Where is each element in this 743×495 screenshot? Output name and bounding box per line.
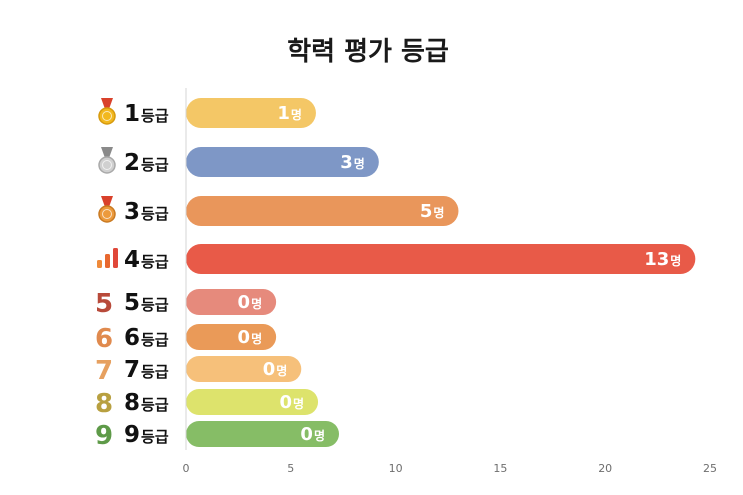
bar-label-grade-8: 0명	[279, 392, 304, 413]
x-tick-label: 0	[183, 462, 190, 475]
category-suffix: 등급	[141, 428, 169, 446]
bar-value: 0	[263, 359, 276, 380]
category-number: 8	[124, 390, 140, 416]
x-tick-label: 20	[598, 462, 612, 475]
numeral-icon-7: 7	[95, 356, 113, 386]
category-number: 7	[124, 357, 140, 383]
category-number: 1	[124, 101, 140, 127]
bar-grade-8	[186, 389, 319, 415]
bar-label-grade-6: 0명	[238, 327, 263, 348]
category-suffix: 등급	[141, 363, 169, 381]
bar-label-grade-3: 5명	[420, 201, 445, 222]
category-number: 2	[124, 150, 140, 176]
bar-label-grade-1: 1명	[277, 103, 302, 124]
bar-unit: 명	[251, 332, 262, 346]
category-number: 9	[124, 422, 140, 448]
chart-title: 학력 평가 등급	[287, 37, 449, 67]
bar-unit: 명	[433, 206, 444, 220]
bar-value: 13	[644, 249, 669, 270]
category-label-grade-3: 3등급	[124, 199, 169, 225]
bar-grade-4	[186, 244, 696, 274]
category-label-grade-1: 1등급	[124, 101, 169, 127]
bar-chart-icon	[97, 248, 118, 268]
category-label-grade-7: 7등급	[124, 357, 169, 383]
numeral-icon-8: 8	[95, 389, 113, 419]
silver-medal-icon	[98, 147, 116, 174]
bars-group: 1명1등급3명2등급5명3등급13명4등급0명5등급50명6등급60명7등급70…	[95, 98, 696, 451]
x-tick-label: 10	[389, 462, 403, 475]
bar-value: 1	[277, 103, 290, 124]
x-tick-label: 25	[703, 462, 717, 475]
bar-value: 0	[238, 292, 251, 313]
bar-label-grade-5: 0명	[238, 292, 263, 313]
bar-grade-6	[186, 324, 277, 350]
category-number: 5	[124, 290, 140, 316]
category-suffix: 등급	[141, 205, 169, 223]
x-axis: 0 5 10 15 20 25	[183, 88, 717, 475]
grade-row-3: 5명 3등급	[98, 196, 459, 226]
bar-unit: 명	[251, 297, 262, 311]
x-tick-label: 5	[287, 462, 294, 475]
bar-unit: 명	[293, 397, 304, 411]
category-suffix: 등급	[141, 253, 169, 271]
bar-unit: 명	[354, 157, 365, 171]
category-label-grade-9: 9등급	[124, 422, 169, 448]
bar-value: 3	[340, 152, 353, 173]
category-label-grade-8: 8등급	[124, 390, 169, 416]
bar-unit: 명	[276, 364, 287, 378]
bar-value: 0	[300, 424, 313, 445]
numeral-icon-5: 5	[95, 289, 113, 319]
bar-grade-2	[186, 147, 379, 177]
bar-label-grade-2: 3명	[340, 152, 365, 173]
grade-row-2: 3명 2등급	[98, 147, 379, 177]
category-suffix: 등급	[141, 331, 169, 349]
gold-medal-icon	[98, 98, 116, 125]
category-suffix: 등급	[141, 396, 169, 414]
bar-grade-7	[186, 356, 302, 382]
bar-value: 0	[279, 392, 292, 413]
bar-unit: 명	[670, 254, 681, 268]
bar-unit: 명	[314, 429, 325, 443]
category-label-grade-2: 2등급	[124, 150, 169, 176]
category-label-grade-5: 5등급	[124, 290, 169, 316]
numeral-icon-6: 6	[95, 324, 113, 354]
bar-value: 5	[420, 201, 433, 222]
bar-label-grade-4: 13명	[644, 249, 681, 270]
bar-grade-3	[186, 196, 459, 226]
bar-label-grade-9: 0명	[300, 424, 325, 445]
category-number: 4	[124, 247, 140, 273]
category-suffix: 등급	[141, 296, 169, 314]
category-suffix: 등급	[141, 156, 169, 174]
category-number: 6	[124, 325, 140, 351]
bar-grade-5	[186, 289, 277, 315]
category-suffix: 등급	[141, 107, 169, 125]
grade-row-4: 13명 4등급	[97, 244, 696, 274]
bar-grade-1	[186, 98, 316, 128]
category-number: 3	[124, 199, 140, 225]
bar-label-grade-7: 0명	[263, 359, 288, 380]
bar-grade-9	[186, 421, 340, 447]
category-label-grade-6: 6등급	[124, 325, 169, 351]
bar-value: 0	[238, 327, 251, 348]
category-label-grade-4: 4등급	[124, 247, 169, 273]
bar-unit: 명	[291, 108, 302, 122]
bronze-medal-icon	[98, 196, 116, 223]
x-tick-label: 15	[493, 462, 507, 475]
numeral-icon-9: 9	[95, 421, 113, 451]
